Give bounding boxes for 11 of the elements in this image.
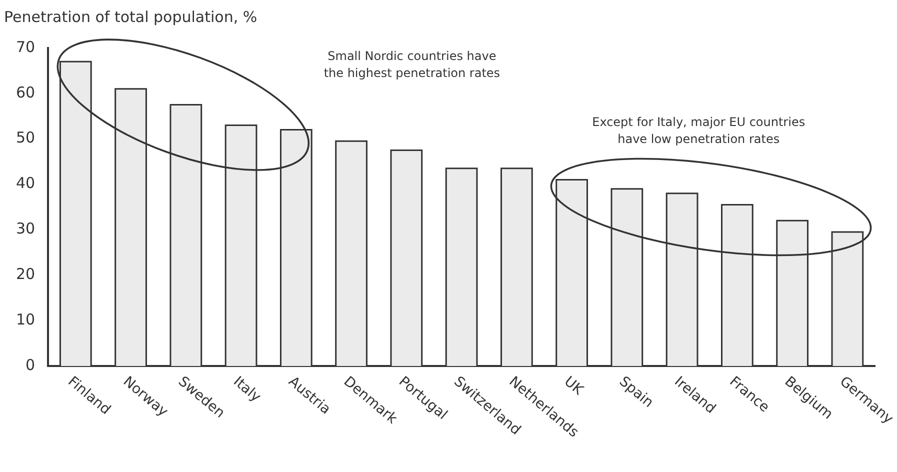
y-tick-label: 40 — [16, 174, 36, 192]
y-tick-label: 60 — [16, 83, 36, 102]
y-tick-label: 30 — [16, 220, 36, 238]
y-tick-label: 10 — [16, 310, 36, 328]
y-tick-label: 0 — [26, 356, 36, 374]
y-tick-label: 50 — [16, 128, 36, 147]
y-axis-title: Penetration of total population, % — [4, 8, 258, 26]
annotation: Except for Italy, major EU countries have low penetration rates — [592, 115, 806, 146]
y-tick-label: 70 — [16, 38, 36, 56]
annotation: Small Nordic countries have the highest penetration rates — [324, 49, 500, 80]
y-tick-label: 20 — [16, 265, 36, 284]
